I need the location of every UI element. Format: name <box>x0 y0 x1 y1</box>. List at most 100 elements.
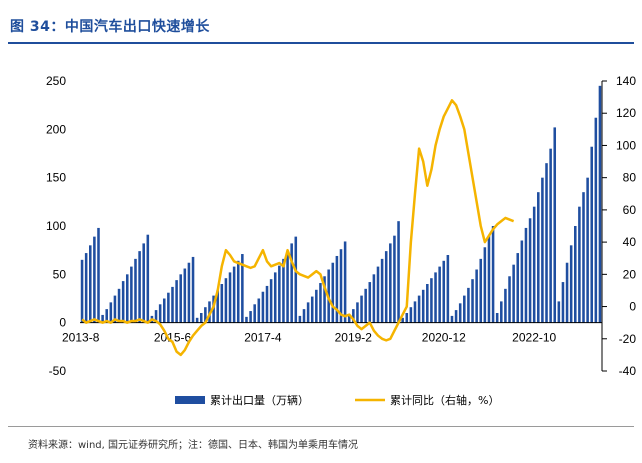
export-bar-95 <box>471 279 474 323</box>
export-bar-94 <box>467 287 470 323</box>
export-bar-48 <box>278 265 281 323</box>
export-bar-89 <box>446 255 450 323</box>
right-tick-label-7: 100 <box>616 138 636 152</box>
export-bar-108 <box>524 227 528 323</box>
export-bar-46 <box>269 279 273 323</box>
export-bar-96 <box>475 269 478 323</box>
export-bar-39 <box>241 254 244 323</box>
export-bar-59 <box>323 276 326 323</box>
export-bar-4 <box>97 227 100 323</box>
export-bar-9 <box>117 288 121 323</box>
export-bar-110 <box>532 206 536 323</box>
export-bar-83 <box>421 289 425 323</box>
x-tick-labels: 2013-8 2015-6 2017-4 2019-2 2020-12 2022-10 <box>62 331 557 345</box>
export-bar-1 <box>84 253 88 323</box>
export-bar-63 <box>339 249 343 323</box>
left-tick-label-2: 50 <box>53 267 67 281</box>
export-bar-81 <box>413 301 417 323</box>
export-bar-7 <box>109 302 113 323</box>
right-tick-label-3: 20 <box>623 267 637 281</box>
export-bar-112 <box>541 177 544 323</box>
legend: 累计出口量（万辆） 累计同比（右轴，%） <box>175 393 499 407</box>
export-bar-61 <box>331 262 335 323</box>
right-axis-ticks: -40 -20 0 20 40 60 80 100 120 140 <box>602 74 636 378</box>
export-bar-30 <box>204 307 207 323</box>
export-bar-33 <box>216 289 219 323</box>
export-bar-87 <box>438 266 441 323</box>
left-tick-label-1: 0 <box>59 316 66 330</box>
export-bar-79 <box>405 313 409 323</box>
export-bar-107 <box>520 240 524 323</box>
export-bar-102 <box>500 301 503 323</box>
x-tick-label-3: 2019-2 <box>335 331 373 345</box>
export-bar-114 <box>549 148 552 323</box>
export-bar-5 <box>101 314 104 323</box>
chart: -50 0 50 100 150 200 250 -40 -20 0 20 40 60 80 100 120… <box>46 74 636 407</box>
export-bar-98 <box>483 247 487 323</box>
right-tick-label-6: 80 <box>623 171 637 185</box>
export-bar-38 <box>236 260 240 323</box>
export-bar-117 <box>561 282 565 323</box>
x-tick-label-0: 2013-8 <box>62 331 100 345</box>
export-bar-16 <box>146 234 150 323</box>
bars <box>80 85 602 323</box>
right-tick-label-5: 60 <box>623 203 637 217</box>
x-tick-label-2: 2017-4 <box>244 331 282 345</box>
yoy-growth-line <box>81 99 515 357</box>
export-bar-35 <box>224 278 228 323</box>
right-tick-label-4: 40 <box>623 235 637 249</box>
export-bar-26 <box>187 262 191 323</box>
export-bar-116 <box>557 301 561 323</box>
export-bar-64 <box>343 241 347 323</box>
export-bar-20 <box>162 298 166 323</box>
export-bar-115 <box>553 127 557 323</box>
export-bar-119 <box>569 245 573 323</box>
export-bar-122 <box>582 192 585 323</box>
footer-rule <box>8 426 634 427</box>
x-tick-label-4: 2020-12 <box>422 331 466 345</box>
export-bar-66 <box>352 309 355 323</box>
export-bar-75 <box>389 243 392 323</box>
export-bar-36 <box>228 272 232 323</box>
export-bar-99 <box>487 235 491 323</box>
export-bar-106 <box>516 253 520 323</box>
export-bar-8 <box>113 295 117 323</box>
export-bar-72 <box>376 266 380 323</box>
export-bar-57 <box>315 289 318 323</box>
export-bar-124 <box>590 146 593 323</box>
export-bar-3 <box>93 236 96 323</box>
export-bar-44 <box>261 291 265 323</box>
export-bar-77 <box>397 221 400 323</box>
export-bar-125 <box>594 117 598 323</box>
export-bar-65 <box>347 315 351 323</box>
export-bar-54 <box>302 309 306 323</box>
export-bar-34 <box>220 284 224 323</box>
export-bar-84 <box>426 284 429 323</box>
export-bar-62 <box>335 255 339 323</box>
export-bar-67 <box>356 302 359 323</box>
export-bar-100 <box>491 226 495 323</box>
export-bar-121 <box>578 206 581 323</box>
right-tick-label-0: -40 <box>619 364 637 378</box>
export-bar-88 <box>442 260 446 323</box>
export-bar-47 <box>273 272 277 323</box>
export-bar-97 <box>479 258 483 323</box>
export-bar-126 <box>598 85 602 323</box>
export-bar-82 <box>417 295 421 323</box>
export-bar-104 <box>508 276 511 323</box>
title-underline <box>8 42 634 44</box>
export-bar-37 <box>232 266 236 323</box>
export-bar-120 <box>574 226 577 323</box>
left-tick-label-3: 100 <box>46 219 66 233</box>
export-bar-49 <box>282 258 285 323</box>
yoy-line-group <box>81 99 515 357</box>
export-bar-71 <box>372 274 376 323</box>
export-bar-55 <box>306 302 310 323</box>
export-bar-43 <box>257 298 261 323</box>
export-bar-69 <box>364 288 367 323</box>
export-bar-29 <box>199 313 203 323</box>
export-bar-80 <box>409 307 413 323</box>
export-bar-18 <box>154 310 158 323</box>
left-tick-label-6: 250 <box>46 74 66 88</box>
legend-bar-swatch <box>175 396 205 404</box>
